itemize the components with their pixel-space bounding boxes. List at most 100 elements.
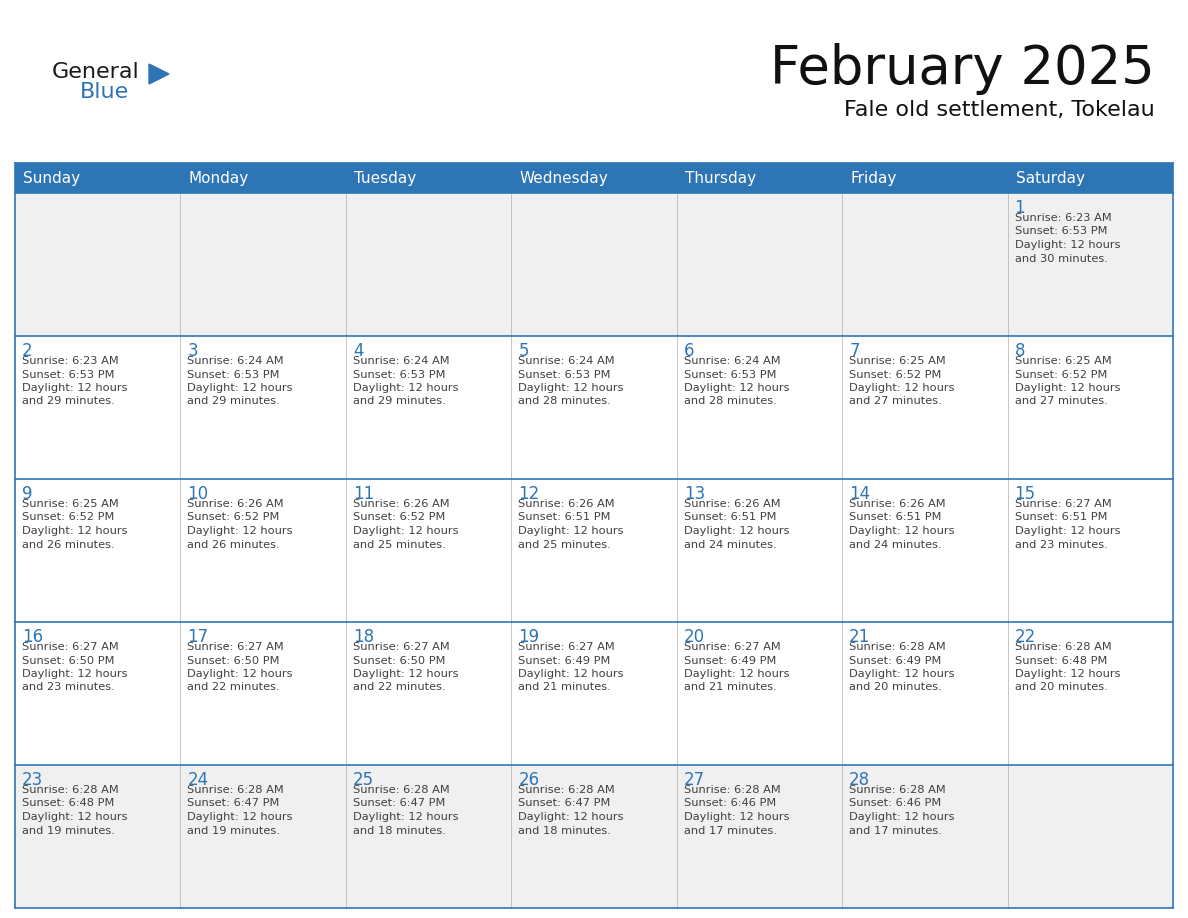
Text: Sunrise: 6:28 AM: Sunrise: 6:28 AM	[849, 642, 946, 652]
Text: and 30 minutes.: and 30 minutes.	[1015, 253, 1107, 263]
Text: 26: 26	[518, 771, 539, 789]
Bar	[346, 163, 511, 193]
Text: Sunrise: 6:23 AM: Sunrise: 6:23 AM	[23, 356, 119, 366]
Text: Daylight: 12 hours: Daylight: 12 hours	[23, 526, 127, 536]
Text: Daylight: 12 hours: Daylight: 12 hours	[849, 812, 955, 822]
Text: 3: 3	[188, 342, 198, 360]
Text: Sunrise: 6:27 AM: Sunrise: 6:27 AM	[353, 642, 449, 652]
Text: Sunset: 6:49 PM: Sunset: 6:49 PM	[518, 655, 611, 666]
Text: Daylight: 12 hours: Daylight: 12 hours	[188, 812, 293, 822]
Text: and 24 minutes.: and 24 minutes.	[684, 540, 776, 550]
Text: Daylight: 12 hours: Daylight: 12 hours	[188, 526, 293, 536]
Text: Tuesday: Tuesday	[354, 171, 416, 185]
Text: Sunset: 6:49 PM: Sunset: 6:49 PM	[849, 655, 942, 666]
Text: Sunrise: 6:24 AM: Sunrise: 6:24 AM	[518, 356, 615, 366]
Text: Sunrise: 6:27 AM: Sunrise: 6:27 AM	[684, 642, 781, 652]
Text: Daylight: 12 hours: Daylight: 12 hours	[684, 669, 789, 679]
Text: Sunset: 6:53 PM: Sunset: 6:53 PM	[353, 370, 446, 379]
Text: Daylight: 12 hours: Daylight: 12 hours	[23, 812, 127, 822]
Bar	[15, 193, 1173, 336]
Text: Monday: Monday	[189, 171, 248, 185]
Text: Daylight: 12 hours: Daylight: 12 hours	[518, 383, 624, 393]
Text: Sunrise: 6:28 AM: Sunrise: 6:28 AM	[1015, 642, 1111, 652]
Text: Sunrise: 6:25 AM: Sunrise: 6:25 AM	[849, 356, 946, 366]
Bar	[677, 163, 842, 193]
Text: Sunrise: 6:28 AM: Sunrise: 6:28 AM	[518, 785, 615, 795]
Text: Daylight: 12 hours: Daylight: 12 hours	[518, 812, 624, 822]
Text: and 18 minutes.: and 18 minutes.	[518, 825, 611, 835]
Text: Sunset: 6:52 PM: Sunset: 6:52 PM	[1015, 370, 1107, 379]
Text: Sunrise: 6:23 AM: Sunrise: 6:23 AM	[1015, 213, 1111, 223]
Text: Sunrise: 6:24 AM: Sunrise: 6:24 AM	[353, 356, 449, 366]
Text: 25: 25	[353, 771, 374, 789]
Text: Sunrise: 6:27 AM: Sunrise: 6:27 AM	[23, 642, 119, 652]
Text: and 22 minutes.: and 22 minutes.	[188, 682, 280, 692]
Bar	[15, 163, 181, 193]
Text: and 19 minutes.: and 19 minutes.	[188, 825, 280, 835]
Text: Daylight: 12 hours: Daylight: 12 hours	[353, 526, 459, 536]
Text: Friday: Friday	[851, 171, 897, 185]
Text: and 27 minutes.: and 27 minutes.	[1015, 397, 1107, 407]
Text: Daylight: 12 hours: Daylight: 12 hours	[849, 526, 955, 536]
Text: Sunrise: 6:27 AM: Sunrise: 6:27 AM	[1015, 499, 1111, 509]
Text: and 19 minutes.: and 19 minutes.	[23, 825, 115, 835]
Text: February 2025: February 2025	[770, 43, 1155, 95]
Text: Sunrise: 6:27 AM: Sunrise: 6:27 AM	[518, 642, 615, 652]
Text: Daylight: 12 hours: Daylight: 12 hours	[1015, 383, 1120, 393]
Text: Daylight: 12 hours: Daylight: 12 hours	[188, 669, 293, 679]
Text: Sunrise: 6:25 AM: Sunrise: 6:25 AM	[1015, 356, 1111, 366]
Text: 1: 1	[1015, 199, 1025, 217]
Text: Daylight: 12 hours: Daylight: 12 hours	[849, 383, 955, 393]
Text: Sunset: 6:50 PM: Sunset: 6:50 PM	[188, 655, 280, 666]
Text: Sunrise: 6:25 AM: Sunrise: 6:25 AM	[23, 499, 119, 509]
Text: Daylight: 12 hours: Daylight: 12 hours	[518, 526, 624, 536]
Text: and 20 minutes.: and 20 minutes.	[849, 682, 942, 692]
Text: 28: 28	[849, 771, 871, 789]
Text: Sunset: 6:52 PM: Sunset: 6:52 PM	[849, 370, 942, 379]
Polygon shape	[148, 64, 169, 84]
Text: and 26 minutes.: and 26 minutes.	[23, 540, 114, 550]
Text: Sunday: Sunday	[23, 171, 80, 185]
Text: and 29 minutes.: and 29 minutes.	[23, 397, 115, 407]
Text: Daylight: 12 hours: Daylight: 12 hours	[684, 383, 789, 393]
Text: Sunset: 6:48 PM: Sunset: 6:48 PM	[1015, 655, 1107, 666]
Text: and 21 minutes.: and 21 minutes.	[684, 682, 777, 692]
Text: and 24 minutes.: and 24 minutes.	[849, 540, 942, 550]
Text: 20: 20	[684, 628, 704, 646]
Bar	[511, 163, 677, 193]
Text: 24: 24	[188, 771, 209, 789]
Text: 22: 22	[1015, 628, 1036, 646]
Text: Blue: Blue	[80, 82, 129, 102]
Text: 10: 10	[188, 485, 209, 503]
Text: and 23 minutes.: and 23 minutes.	[23, 682, 115, 692]
Text: Sunrise: 6:26 AM: Sunrise: 6:26 AM	[353, 499, 449, 509]
Text: Sunrise: 6:24 AM: Sunrise: 6:24 AM	[188, 356, 284, 366]
Text: 8: 8	[1015, 342, 1025, 360]
Text: 14: 14	[849, 485, 871, 503]
Text: and 29 minutes.: and 29 minutes.	[353, 397, 446, 407]
Text: Sunset: 6:53 PM: Sunset: 6:53 PM	[188, 370, 280, 379]
Text: Sunset: 6:52 PM: Sunset: 6:52 PM	[353, 512, 446, 522]
Text: 6: 6	[684, 342, 694, 360]
Text: 5: 5	[518, 342, 529, 360]
Text: and 17 minutes.: and 17 minutes.	[849, 825, 942, 835]
Text: 15: 15	[1015, 485, 1036, 503]
Text: Sunset: 6:47 PM: Sunset: 6:47 PM	[188, 799, 280, 809]
Text: Sunset: 6:53 PM: Sunset: 6:53 PM	[23, 370, 114, 379]
Text: 4: 4	[353, 342, 364, 360]
Text: Daylight: 12 hours: Daylight: 12 hours	[1015, 240, 1120, 250]
Text: Sunset: 6:52 PM: Sunset: 6:52 PM	[188, 512, 280, 522]
Text: and 21 minutes.: and 21 minutes.	[518, 682, 611, 692]
Text: and 18 minutes.: and 18 minutes.	[353, 825, 446, 835]
Text: Sunrise: 6:26 AM: Sunrise: 6:26 AM	[188, 499, 284, 509]
Text: Sunset: 6:52 PM: Sunset: 6:52 PM	[23, 512, 114, 522]
Text: Sunrise: 6:28 AM: Sunrise: 6:28 AM	[849, 785, 946, 795]
Text: Daylight: 12 hours: Daylight: 12 hours	[1015, 669, 1120, 679]
Text: and 29 minutes.: and 29 minutes.	[188, 397, 280, 407]
Text: Daylight: 12 hours: Daylight: 12 hours	[518, 669, 624, 679]
Text: Daylight: 12 hours: Daylight: 12 hours	[849, 669, 955, 679]
Text: Sunrise: 6:26 AM: Sunrise: 6:26 AM	[518, 499, 615, 509]
Text: Daylight: 12 hours: Daylight: 12 hours	[353, 383, 459, 393]
Text: Thursday: Thursday	[684, 171, 756, 185]
Text: Daylight: 12 hours: Daylight: 12 hours	[23, 669, 127, 679]
